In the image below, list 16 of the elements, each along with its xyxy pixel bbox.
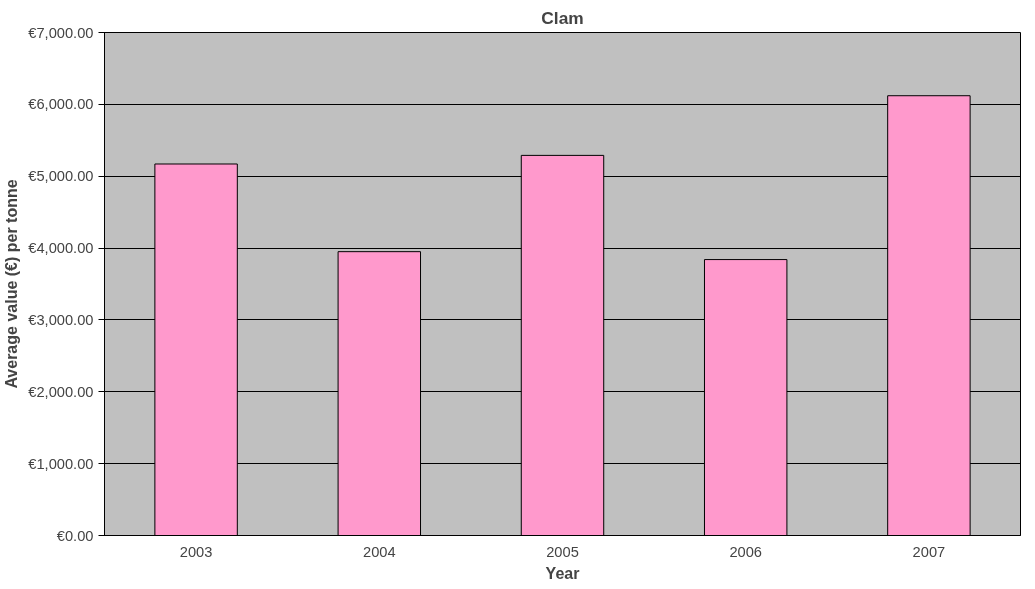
x-tick-label: 2003	[179, 543, 213, 560]
y-axis-title: Average value (€) per tonne	[3, 179, 21, 389]
y-tick-label: €0.00	[56, 527, 94, 544]
y-tick-label: €2,000.00	[28, 383, 94, 400]
x-tick-label: 2006	[729, 543, 763, 560]
chart-title: Clam	[541, 7, 584, 28]
x-tick-label: 2005	[546, 543, 579, 560]
x-tick-label: 2007	[912, 543, 946, 560]
y-tick-label: €4,000.00	[28, 240, 94, 257]
y-tick-label: €1,000.00	[28, 455, 94, 472]
y-tick-label: €7,000.00	[28, 24, 94, 41]
y-tick-label: €3,000.00	[28, 311, 94, 328]
y-tick-label: €5,000.00	[28, 168, 94, 185]
x-tick-label: 2004	[363, 543, 396, 560]
y-tick-label: €6,000.00	[28, 96, 94, 113]
x-axis-title: Year	[545, 564, 580, 582]
